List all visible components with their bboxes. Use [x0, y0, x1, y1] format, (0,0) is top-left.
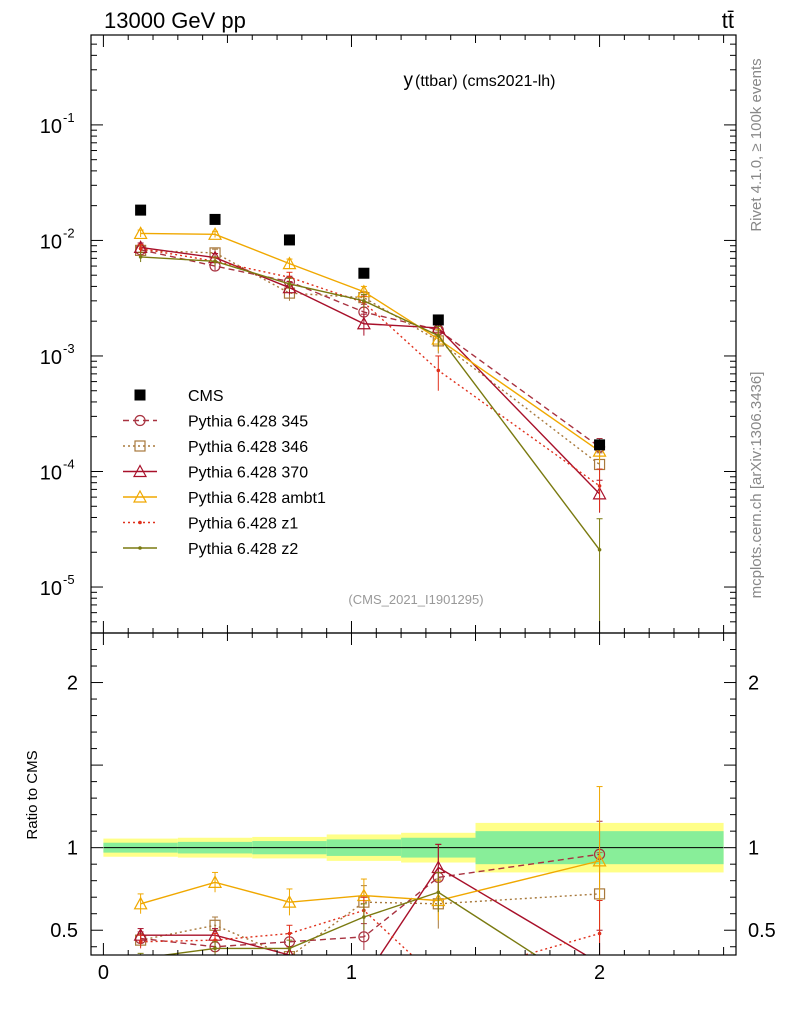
- series-5-point: [287, 282, 292, 286]
- cms-data-point: [432, 314, 444, 326]
- series-0-line: [140, 249, 600, 448]
- cms-data-point: [209, 213, 221, 225]
- ratio-series-4-point: [437, 978, 441, 982]
- y-tick-label: 10: [40, 116, 62, 138]
- chart-title-sub: (ttbar) (cms2021-lh): [415, 73, 555, 90]
- legend-label: Pythia 6.428 370: [188, 465, 308, 482]
- ratio-series-5-line: [160, 891, 537, 955]
- y-tick-label: 10: [40, 462, 62, 484]
- ratio-y-tick-label: 2: [67, 673, 78, 695]
- legend-marker: [134, 414, 146, 427]
- ratio-series-4-point: [138, 939, 143, 944]
- y-tick-exponent: -2: [63, 225, 75, 240]
- y-tick-exponent: -5: [63, 572, 75, 587]
- legend-label: Pythia 6.428 z2: [188, 541, 298, 558]
- ratio-series-4-point: [597, 931, 602, 936]
- cms-data-point: [283, 234, 295, 246]
- ratio-frame: [90, 632, 737, 956]
- ratio-series-3-point: [208, 875, 223, 888]
- ratio-series-layer: [133, 786, 607, 998]
- x-tick-label: 1: [346, 962, 357, 984]
- ratio-series-5-point: [436, 890, 441, 895]
- ratio-panel-background: [103, 822, 724, 873]
- ratio-series-0-line: [140, 853, 600, 948]
- energy-label: 13000 GeV pp: [104, 8, 246, 33]
- y-tick-label: 10: [40, 347, 62, 369]
- x-tick-label: 2: [594, 962, 605, 984]
- axes-layer: 0 1 210 -110 -210 -310 -410 -52 21 10.5 0.5: [40, 34, 776, 984]
- series-3-point: [282, 256, 297, 270]
- ratio-y-tick-label-right: 2: [748, 673, 759, 695]
- series-3-point: [133, 226, 148, 240]
- legend-label: Pythia 6.428 z1: [188, 516, 298, 533]
- y-tick-exponent: -3: [63, 341, 75, 356]
- ratio-series-5-point: [598, 994, 602, 998]
- y-tick-label: 10: [40, 231, 62, 253]
- legend-label: Pythia 6.428 345: [188, 414, 308, 431]
- ratio-series-5-point: [287, 946, 292, 951]
- ratio-series-1-line: [140, 893, 600, 955]
- ratio-series-3-line: [140, 860, 600, 905]
- ratio-series-3-point: [282, 894, 297, 908]
- ratio-series-3-point: [592, 853, 607, 867]
- rivet-label: Rivet 4.1.0, ≥ 100k events: [748, 58, 765, 231]
- series-3-point: [208, 227, 223, 240]
- series-4-line: [140, 247, 600, 487]
- y-tick-label: 10: [40, 578, 62, 600]
- cms-data-point: [358, 267, 370, 279]
- ratio-y-tick-label: 0.5: [50, 920, 78, 942]
- ratio-y-tick-label-right: 1: [748, 838, 759, 860]
- legend-marker: [138, 520, 142, 525]
- cms-data-point: [135, 204, 147, 216]
- legend-label: CMS: [188, 388, 224, 405]
- series-5-point: [213, 259, 217, 264]
- process-label: tt̄: [722, 8, 734, 33]
- series-3-point: [592, 443, 607, 457]
- legend-marker: [132, 464, 148, 478]
- analysis-tag: (CMS_2021_I1901295): [348, 592, 483, 607]
- series-4-point: [138, 246, 143, 251]
- ratio-series-4-point: [213, 938, 217, 942]
- legend: CMS Pythia 6.428 345 Pythia 6.428 346 Pythi…: [123, 388, 326, 558]
- x-tick-label: 0: [98, 962, 109, 984]
- series-2-line: [140, 246, 601, 495]
- series-3-line: [140, 232, 600, 452]
- series-4-point: [597, 484, 602, 488]
- mcplots-label: mcplots.cern.ch [arXiv:1306.3436]: [748, 372, 765, 599]
- ratio-series-2-point: [358, 974, 370, 985]
- series-2-point: [282, 280, 297, 294]
- series-1-line: [140, 249, 600, 466]
- y-tick-exponent: -4: [63, 456, 75, 471]
- series-2-point: [356, 316, 371, 330]
- ratio-axis-label: Ratio to CMS: [24, 750, 41, 839]
- ratio-series-4-point: [287, 931, 292, 936]
- ratio-series-3-point: [133, 896, 148, 910]
- legend-marker: [134, 440, 146, 452]
- chart-title-main: y: [404, 70, 414, 91]
- ratio-series-5-point: [362, 915, 366, 919]
- y-tick-exponent: -1: [63, 110, 75, 125]
- ratio-y-tick-label: 1: [67, 838, 78, 860]
- legend-label: Pythia 6.428 346: [188, 439, 308, 456]
- ratio-series-5-point: [213, 946, 217, 951]
- series-5-point: [436, 333, 441, 338]
- series-5-point: [362, 299, 366, 303]
- series-5-line: [140, 256, 601, 551]
- ratio-y-tick-label-right: 0.5: [748, 920, 776, 942]
- ratio-series-2-line: [140, 866, 588, 955]
- series-5-point: [597, 547, 602, 552]
- cms-data-point: [594, 439, 606, 451]
- ratio-series-5-point: [139, 957, 143, 961]
- legend-marker: [132, 489, 148, 503]
- series-5-point: [138, 255, 143, 259]
- legend-label: Pythia 6.428 ambt1: [188, 490, 326, 507]
- main-series-layer: [133, 204, 607, 633]
- ratio-series-0-point: [358, 931, 370, 943]
- legend-marker: [138, 546, 142, 550]
- legend-marker-cms: [134, 389, 146, 401]
- series-4-point: [436, 368, 441, 373]
